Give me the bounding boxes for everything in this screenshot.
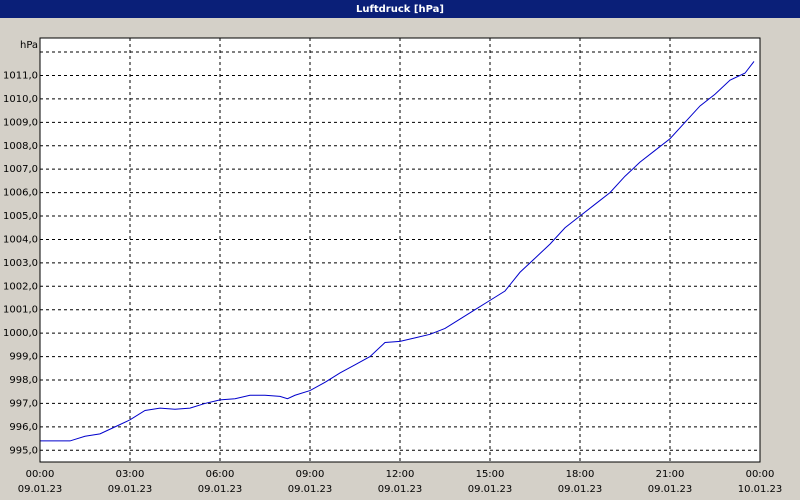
x-tick-date: 09.01.23: [648, 484, 693, 495]
y-tick-label: 997,0: [9, 398, 38, 409]
y-tick-label: 996,0: [9, 422, 38, 433]
title-bar: [0, 0, 800, 18]
x-tick-label: 00:00: [26, 469, 55, 480]
y-tick-label: 1011,0: [3, 70, 38, 81]
y-tick-label: 1000,0: [3, 328, 38, 339]
x-tick-label: 03:00: [116, 469, 145, 480]
y-tick-label: 1008,0: [3, 141, 38, 152]
x-tick-date: 09.01.23: [288, 484, 333, 495]
y-tick-label: 1001,0: [3, 305, 38, 316]
data-line: [40, 61, 755, 442]
y-tick-label: 995,0: [9, 445, 38, 456]
x-tick-date: 09.01.23: [468, 484, 513, 495]
x-tick-label: 06:00: [206, 469, 235, 480]
x-tick-date: 09.01.23: [558, 484, 603, 495]
y-tick-label: 1005,0: [3, 211, 38, 222]
x-tick-date: 09.01.23: [198, 484, 243, 495]
y-unit: hPa: [20, 40, 38, 51]
y-tick-label: 1003,0: [3, 258, 38, 269]
y-tick-label: 998,0: [9, 375, 38, 386]
y-tick-label: 1006,0: [3, 188, 38, 199]
x-tick-label: 09:00: [296, 469, 325, 480]
y-tick-label: 1007,0: [3, 164, 38, 175]
y-tick-label: 1002,0: [3, 281, 38, 292]
y-tick-label: 1004,0: [3, 234, 38, 245]
x-tick-date: 10.01.23: [738, 484, 783, 495]
x-tick-date: 09.01.23: [108, 484, 153, 495]
x-tick-label: 21:00: [656, 469, 685, 480]
y-tick-label: 1009,0: [3, 117, 38, 128]
x-tick-label: 15:00: [476, 469, 505, 480]
x-tick-label: 18:00: [566, 469, 595, 480]
chart-title: Luftdruck [hPa]: [356, 4, 444, 15]
x-tick-label: 12:00: [386, 469, 415, 480]
y-tick-label: 1010,0: [3, 94, 38, 105]
x-tick-date: 09.01.23: [18, 484, 63, 495]
x-tick-label: 00:00: [746, 469, 775, 480]
y-tick-label: 999,0: [9, 352, 38, 363]
x-tick-date: 09.01.23: [378, 484, 423, 495]
plot-border: [39, 37, 761, 463]
